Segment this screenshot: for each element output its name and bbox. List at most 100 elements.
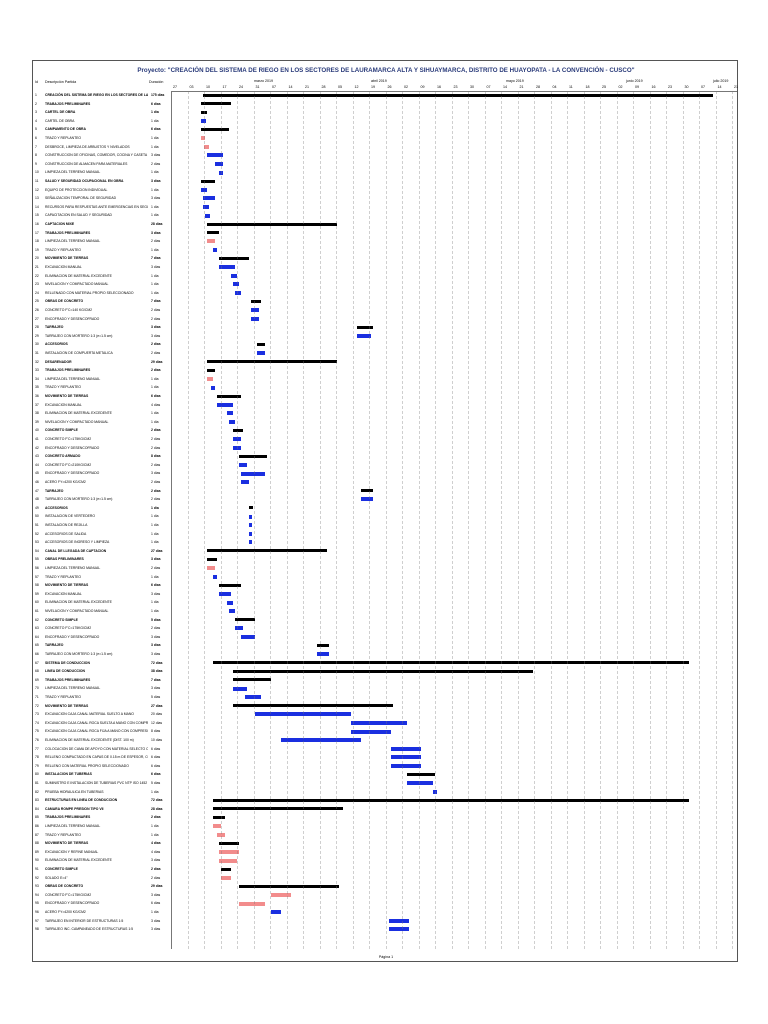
task-bar[interactable] <box>391 746 421 751</box>
task-row[interactable]: 59 EXCAVACION MANUAL 3 días <box>33 590 171 598</box>
task-row[interactable]: 6 TRAZO Y REPLANTEO 1 día <box>33 134 171 142</box>
summary-bar[interactable] <box>213 798 689 802</box>
task-row[interactable]: 27 ENCOFRADO Y DESENCOFRADO 2 días <box>33 315 171 323</box>
task-row[interactable]: 93 OBRAS DE CONCRETO 29 días <box>33 882 171 890</box>
task-bar[interactable] <box>391 764 421 768</box>
task-row[interactable]: 20 MOVIMIENTO DE TIERRAS 7 días <box>33 254 171 262</box>
summary-bar[interactable] <box>217 394 241 398</box>
task-row[interactable]: 72 MOVIMIENTO DE TIERRAS 27 días <box>33 702 171 710</box>
task-row[interactable]: 77 COLOCACION DE CAMA DE APOYO CON MATERI… <box>33 745 171 753</box>
task-row[interactable]: 56 LIMPIEZA DEL TERRENO MANUAL 2 días <box>33 564 171 572</box>
summary-bar[interactable] <box>201 179 215 183</box>
summary-bar[interactable] <box>207 557 217 561</box>
task-row[interactable]: 48 TARRAJEO CON MORTERO 1:3 (e=1.5 cm) 2 d… <box>33 495 171 503</box>
task-row[interactable]: 25 OBRAS DE CONCRETO 7 días <box>33 297 171 305</box>
critical-task-bar[interactable] <box>204 144 209 149</box>
critical-task-bar[interactable] <box>239 901 265 906</box>
task-row[interactable]: 38 ELIMINACION DE MATERIAL EXCEDENTE 1 día <box>33 409 171 417</box>
task-row[interactable]: 84 CAMARA ROMPE PRESION TIPO VII 28 días <box>33 805 171 813</box>
task-row[interactable]: 2 TRABAJOS PRELIMINARES 6 días <box>33 100 171 108</box>
task-row[interactable]: 36 MOVIMIENTO DE TIERRAS 6 días <box>33 392 171 400</box>
task-bar[interactable] <box>229 609 235 614</box>
task-row[interactable]: 18 LIMPIEZA DEL TERRENO MANUAL 2 días <box>33 237 171 245</box>
task-row[interactable]: 5 CAMPAMENTO DE OBRA 6 días <box>33 125 171 133</box>
task-row[interactable]: 92 SOLADO E=4" 2 días <box>33 874 171 882</box>
summary-bar[interactable] <box>207 231 219 235</box>
summary-bar[interactable] <box>219 841 239 845</box>
task-row[interactable]: 13 SEÑALIZACION TEMPORAL DE SEGURIDAD 3 dí… <box>33 194 171 202</box>
task-bar[interactable] <box>235 626 243 631</box>
task-row[interactable]: 66 TARRAJEO CON MORTERO 1:3 (e=1.5 cm) 3 d… <box>33 650 171 658</box>
summary-bar[interactable] <box>201 127 229 131</box>
summary-bar[interactable] <box>207 222 337 226</box>
task-bar[interactable] <box>219 265 235 270</box>
summary-bar[interactable] <box>213 807 343 811</box>
task-row[interactable]: 86 LIMPIEZA DEL TERRENO MANUAL 1 día <box>33 822 171 830</box>
task-bar[interactable] <box>211 385 215 390</box>
task-row[interactable]: 71 TRAZO Y REPLANTEO 5 días <box>33 693 171 701</box>
task-row[interactable]: 45 ENCOFRADO Y DESENCOFRADO 3 días <box>33 469 171 477</box>
task-bar[interactable] <box>241 635 255 639</box>
summary-bar[interactable] <box>357 325 373 329</box>
task-bar[interactable] <box>251 316 259 321</box>
task-row[interactable]: 87 TRAZO Y REPLANTEO 1 día <box>33 831 171 839</box>
task-row[interactable]: 3 CARTEL DE OBRA 1 día <box>33 108 171 116</box>
summary-bar[interactable] <box>213 661 689 665</box>
task-row[interactable]: 96 ACERO FY=4200 KG/CM2 1 día <box>33 908 171 916</box>
task-bar[interactable] <box>235 291 241 295</box>
summary-bar[interactable] <box>257 342 265 346</box>
task-row[interactable]: 33 TRABAJOS PRELIMINARES 2 días <box>33 366 171 374</box>
task-row[interactable]: 54 CANAL DE LLEGADA DE CAPTACION 27 días <box>33 547 171 555</box>
task-bar[interactable] <box>351 729 391 734</box>
task-row[interactable]: 21 EXCAVACION MANUAL 3 días <box>33 263 171 271</box>
summary-bar[interactable] <box>201 110 207 114</box>
critical-task-bar[interactable] <box>271 893 291 897</box>
task-row[interactable]: 8 CONSTRUCCION DE OFICINAS, COMEDOR, COCI… <box>33 151 171 159</box>
summary-bar[interactable] <box>201 102 231 106</box>
critical-task-bar[interactable] <box>217 832 225 837</box>
task-row[interactable]: 63 CONCRETO F'C=175KG/CM2 2 días <box>33 624 171 632</box>
task-row[interactable]: 14 RECURSOS PARA RESPUESTAS ANTE EMERGENC… <box>33 203 171 211</box>
task-row[interactable]: 52 ACCESORIOS DE SALIDA 1 día <box>33 530 171 538</box>
task-row[interactable]: 90 ELIMINACION DE MATERIAL EXCEDENTE 3 día… <box>33 856 171 864</box>
task-row[interactable]: 53 ACCESORIOS DE INGRESO Y LIMPIEZA 1 día <box>33 538 171 546</box>
task-row[interactable]: 17 TRABAJOS PRELIMINARES 3 días <box>33 229 171 237</box>
task-row[interactable]: 89 EXCAVACION Y REFINE MANUAL 4 días <box>33 848 171 856</box>
task-bar[interactable] <box>389 918 409 923</box>
summary-bar[interactable] <box>207 360 337 364</box>
task-bar[interactable] <box>389 927 409 932</box>
task-row[interactable]: 42 ENCOFRADO Y DESENCOFRADO 2 días <box>33 444 171 452</box>
task-row[interactable]: 41 CONCRETO F'C=175KG/CM2 2 días <box>33 435 171 443</box>
summary-bar[interactable] <box>233 678 271 682</box>
task-bar[interactable] <box>245 695 261 700</box>
task-row[interactable]: 31 INSTALACION DE COMPUERTA METALICA 2 día… <box>33 349 171 357</box>
summary-bar[interactable] <box>233 704 393 708</box>
summary-bar[interactable] <box>213 815 225 819</box>
task-bar[interactable] <box>317 652 329 657</box>
task-row[interactable]: 30 ACCESORIOS 2 días <box>33 340 171 348</box>
task-row[interactable]: 43 CONCRETO ARMADO 8 días <box>33 452 171 460</box>
summary-bar[interactable] <box>203 93 713 97</box>
summary-bar[interactable] <box>239 884 339 888</box>
task-row[interactable]: 73 EXCAVACION CAJA CANAL MATERIAL SUELTO … <box>33 710 171 718</box>
task-row[interactable]: 11 SALUD Y SEGURIDAD OCUPACIONAL EN OBRA 3… <box>33 177 171 185</box>
task-bar[interactable] <box>227 411 233 416</box>
task-bar[interactable] <box>203 205 209 209</box>
task-row[interactable]: 78 RELLENO COMPACTADO EN CAPAS DE 0.15 m … <box>33 753 171 761</box>
summary-bar[interactable] <box>361 489 373 493</box>
task-row[interactable]: 67 SISTEMA DE CONDUCCION 72 días <box>33 659 171 667</box>
task-row[interactable]: 82 PRUEBA HIDRAULICA EN TUBERIAS 1 día <box>33 788 171 796</box>
task-bar[interactable] <box>241 480 249 485</box>
summary-bar[interactable] <box>233 428 243 432</box>
task-row[interactable]: 88 MOVIMIENTO DE TIERRAS 4 días <box>33 839 171 847</box>
task-row[interactable]: 69 TRABAJOS PRELIMINARES 7 días <box>33 676 171 684</box>
summary-bar[interactable] <box>207 368 215 372</box>
task-row[interactable]: 15 CAPACITACION EN SALUD Y SEGURIDAD 1 día <box>33 211 171 219</box>
critical-task-bar[interactable] <box>207 239 215 244</box>
task-bar[interactable] <box>251 308 259 313</box>
task-bar[interactable] <box>281 738 361 743</box>
task-row[interactable]: 74 EXCAVACION CAJA CANAL ROCA SUELTA A MA… <box>33 719 171 727</box>
task-row[interactable]: 22 ELIMINACION DE MATERIAL EXCEDENTE 1 día <box>33 272 171 280</box>
task-row[interactable]: 35 TRAZO Y REPLANTEO 1 día <box>33 383 171 391</box>
summary-bar[interactable] <box>207 549 327 553</box>
